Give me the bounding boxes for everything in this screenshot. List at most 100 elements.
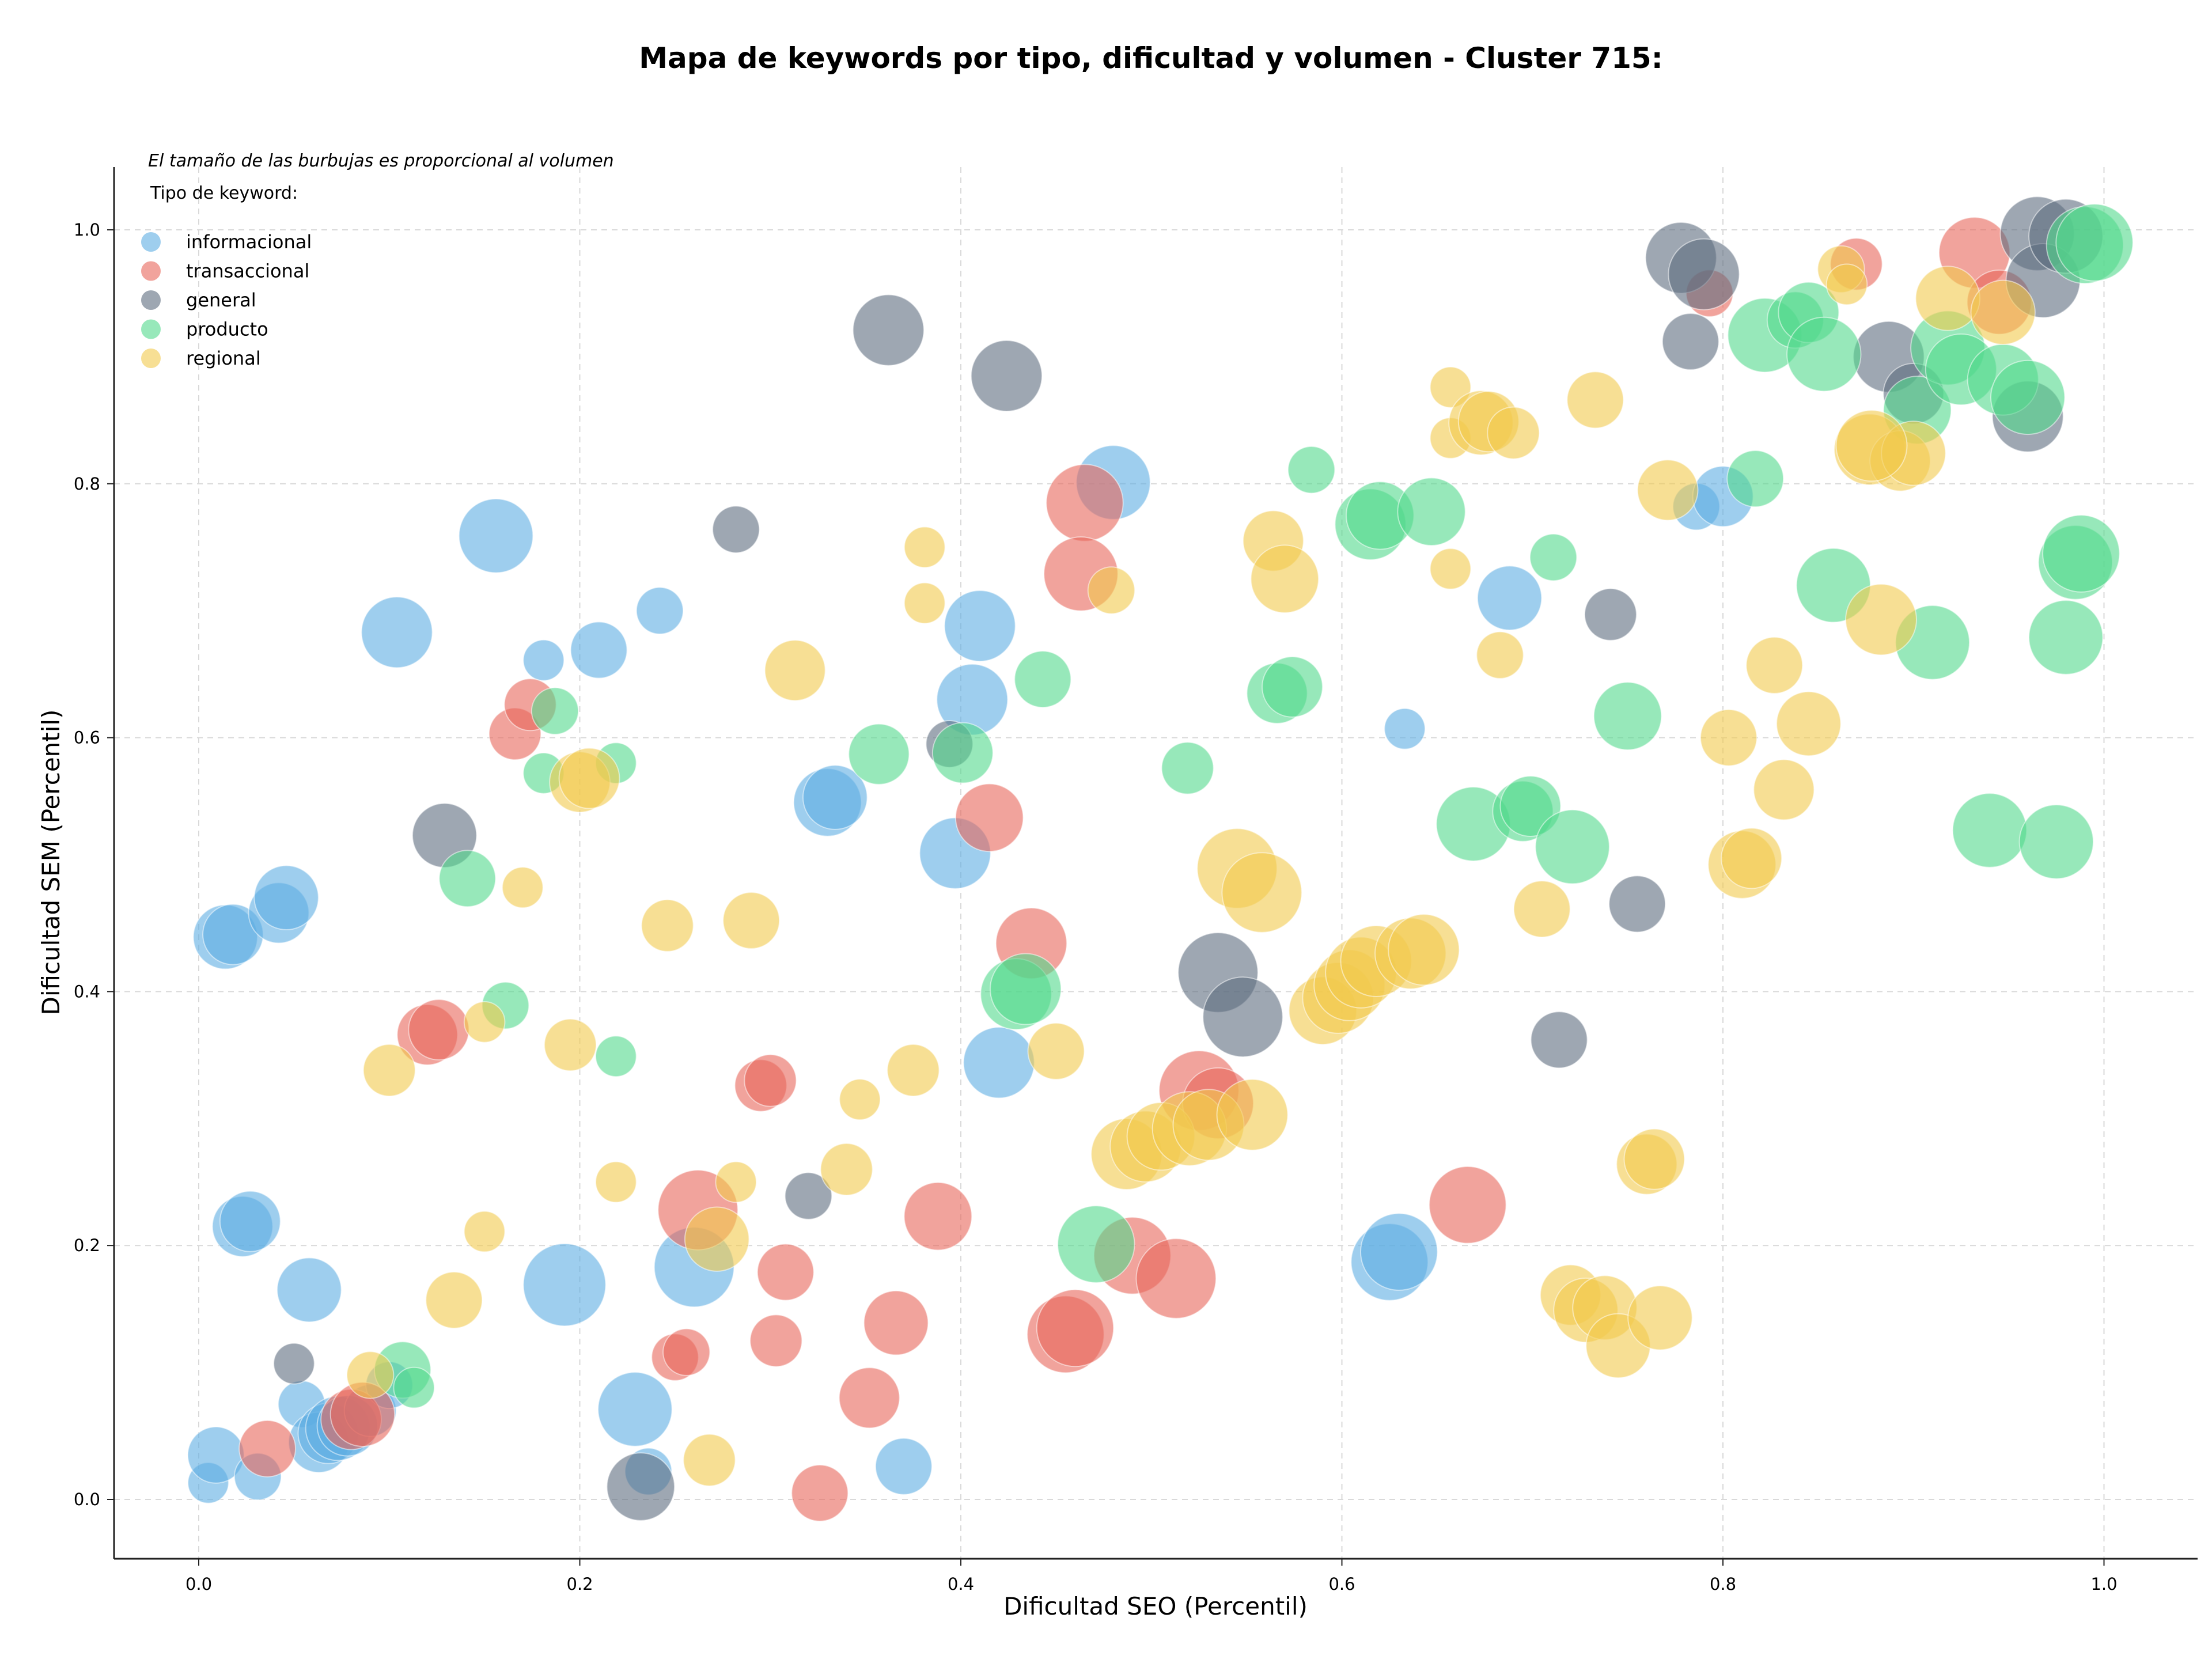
legend-label-producto: producto	[186, 319, 268, 340]
bubble-informacional	[522, 1243, 607, 1327]
bubble-regional	[1513, 880, 1571, 938]
bubble-transaccional	[408, 999, 470, 1060]
bubble-producto	[1287, 446, 1336, 494]
bubble-general	[784, 1172, 833, 1220]
bubble-transaccional	[756, 1243, 815, 1301]
bubble-producto	[1262, 656, 1323, 718]
legend-label-transaccional: transaccional	[186, 260, 309, 282]
y-tick-label: 0.4	[74, 982, 100, 1001]
bubble-regional	[683, 1433, 736, 1487]
legend-title: Tipo de keyword:	[150, 183, 298, 203]
bubble-regional	[839, 1078, 881, 1120]
bubble-regional	[1087, 566, 1135, 615]
y-tick-label: 0.0	[74, 1490, 100, 1509]
bubble-regional	[1745, 637, 1804, 694]
bubble-size-note: El tamaño de las burbujas es proporciona…	[148, 151, 614, 171]
bubble-informacional	[874, 1437, 933, 1495]
bubble-transaccional	[955, 783, 1024, 853]
bubble-regional	[1027, 1022, 1085, 1080]
bubble-general	[1584, 588, 1637, 641]
bubble-producto	[1161, 741, 1214, 795]
bubble-transaccional	[1036, 1289, 1115, 1367]
bubble-transaccional	[1135, 1238, 1217, 1319]
bubble-producto	[393, 1366, 435, 1409]
bubble-regional	[1487, 406, 1540, 460]
axes	[113, 167, 2198, 1560]
bubble-informacional	[276, 1257, 342, 1323]
bubble-producto	[1014, 650, 1072, 709]
bubble-producto	[1593, 681, 1662, 751]
x-tick-label: 0.0	[185, 1574, 212, 1594]
bubble-general	[1608, 875, 1666, 933]
bubble-transaccional	[1429, 1166, 1507, 1244]
bubble-informacional	[253, 865, 319, 931]
bubble-regional	[463, 1001, 506, 1043]
legend-label-general: general	[186, 289, 256, 311]
ticks: 0.0 0.0 0.2 0.2 0.4 0.4 0.6 0.6 0.8 0.8 1.0 1.0	[74, 220, 2118, 1594]
bubble-transaccional	[1046, 464, 1124, 542]
chart-title: Mapa de keywords por tipo, dificultad y …	[639, 41, 1662, 75]
bubble-regional	[346, 1351, 395, 1399]
bubble-informacional	[1360, 1213, 1438, 1291]
bubble-regional	[1970, 279, 2036, 345]
bubble-regional	[1566, 371, 1624, 429]
bubble-regional	[1721, 827, 1783, 889]
bubble-regional	[715, 1161, 757, 1203]
x-tick-label: 1.0	[2090, 1574, 2117, 1594]
bubble-producto	[1397, 477, 1466, 546]
bubble-regional	[1637, 459, 1699, 521]
bubble-transaccional	[903, 1181, 973, 1251]
bubble-transaccional	[238, 1419, 297, 1478]
bubble-producto	[848, 723, 910, 785]
legend-label-regional: regional	[186, 347, 261, 369]
bubble-general	[273, 1342, 315, 1385]
bubbles	[187, 196, 2134, 1522]
bubble-producto	[1990, 359, 2066, 435]
bubble-regional	[903, 526, 946, 569]
bubble-general	[852, 294, 925, 366]
bubble-regional	[425, 1271, 483, 1329]
bubble-informacional	[458, 498, 534, 574]
bubble-general	[1668, 238, 1740, 310]
bubble-producto	[531, 687, 579, 735]
bubble-transaccional	[791, 1464, 849, 1522]
bubble-producto	[1057, 1205, 1135, 1283]
bubble-general	[606, 1452, 676, 1521]
bubble-informacional	[944, 590, 1016, 662]
bubble-producto	[1786, 316, 1862, 392]
bubble-producto	[2055, 203, 2134, 282]
bubble-informacional	[522, 639, 565, 681]
bubble-producto	[2028, 600, 2104, 675]
bubble-informacional	[361, 596, 433, 669]
bubble-producto	[990, 953, 1062, 1025]
bubble-regional	[595, 1161, 637, 1203]
legend-marker-regional	[141, 348, 161, 368]
bubble-producto	[438, 850, 497, 908]
legend-marker-general	[141, 290, 161, 310]
bubble-regional	[502, 866, 544, 908]
bubble-producto	[1952, 793, 2028, 868]
bubble-regional	[1476, 631, 1524, 679]
bubble-general	[970, 340, 1043, 412]
bubble-informacional	[597, 1372, 673, 1447]
bubble-transaccional	[744, 1054, 797, 1107]
bubble-regional	[1388, 914, 1460, 986]
bubble-regional	[1429, 548, 1472, 590]
y-tick-label: 0.6	[74, 728, 100, 748]
bubble-regional	[1221, 852, 1302, 933]
x-tick-label: 0.8	[1710, 1574, 1736, 1594]
bubble-producto	[2042, 514, 2120, 593]
bubble-transaccional	[863, 1290, 929, 1356]
y-tick-label: 1.0	[74, 220, 100, 240]
bubble-transaccional	[838, 1367, 900, 1429]
legend-marker-producto	[141, 319, 161, 339]
bubble-regional	[1250, 544, 1320, 613]
bubble-regional	[1835, 410, 1908, 482]
bubble-regional	[1627, 1285, 1693, 1351]
y-tick-label: 0.8	[74, 474, 100, 494]
bubble-producto	[1535, 809, 1610, 885]
bubble-regional	[1845, 584, 1917, 656]
bubble-regional	[722, 892, 781, 949]
